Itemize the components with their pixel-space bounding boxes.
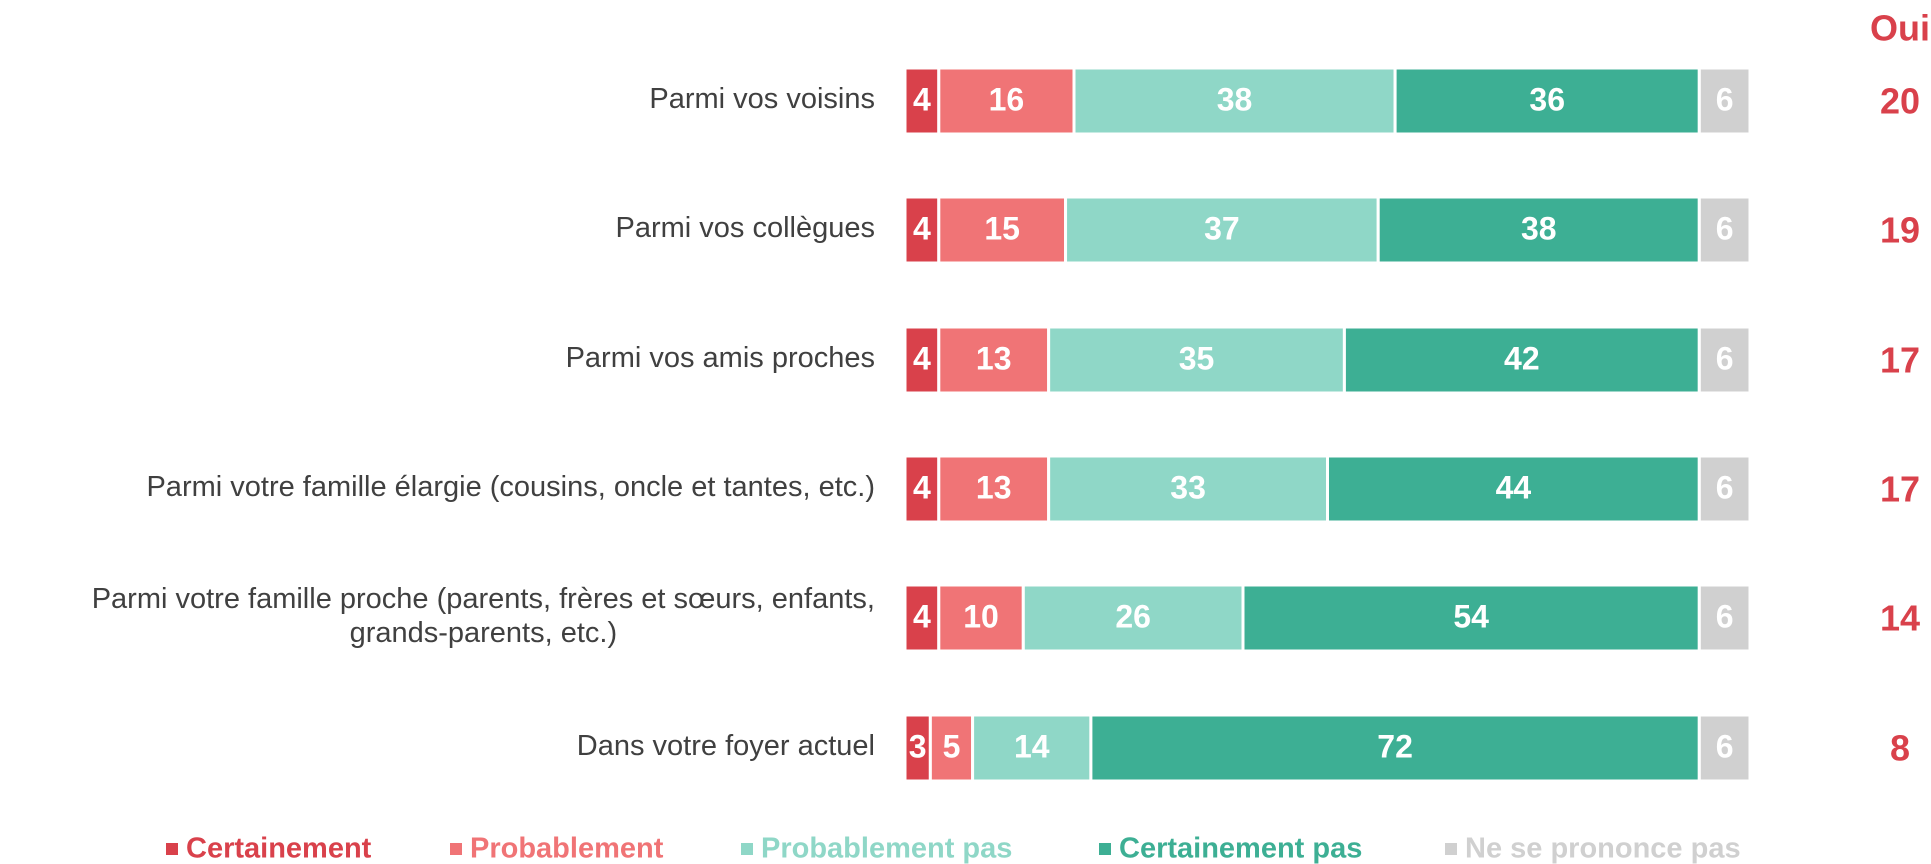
data-label: 6 (1716, 210, 1734, 246)
data-label: 14 (1014, 728, 1050, 764)
data-label: 10 (963, 598, 999, 634)
legend-swatch (450, 843, 462, 855)
legend-swatch (741, 843, 753, 855)
oui-value: 17 (1880, 469, 1920, 510)
data-label: 6 (1716, 728, 1734, 764)
data-label: 6 (1716, 81, 1734, 117)
bar-segment (1326, 454, 1701, 524)
oui-title: Oui (1870, 8, 1930, 49)
bar-segment (1697, 66, 1752, 136)
bar-segment (1697, 325, 1752, 395)
bar-segment (903, 66, 941, 136)
bar-segment (1047, 454, 1330, 524)
bar-segment (971, 713, 1093, 783)
category-text: Parmi vos collègues (615, 212, 876, 244)
data-label: 4 (913, 210, 931, 246)
legend-label: Probablement (470, 833, 664, 864)
category-text: Parmi votre famille proche (parents, frè… (91, 583, 875, 649)
bar-segment (937, 66, 1076, 136)
data-label: 38 (1217, 81, 1253, 117)
legend-swatch (166, 843, 178, 855)
bar-segment (1089, 713, 1701, 783)
data-label: 6 (1716, 598, 1734, 634)
data-label: 44 (1496, 469, 1532, 505)
category-text: Parmi vos voisins (649, 83, 875, 115)
data-label: 26 (1115, 598, 1151, 634)
bar-segment (1072, 66, 1397, 136)
oui-value: 17 (1880, 340, 1920, 381)
data-label: 37 (1204, 210, 1240, 246)
category-label: Parmi vos collègues (0, 211, 876, 245)
bar-segment (903, 713, 932, 783)
data-label: 6 (1716, 340, 1734, 376)
data-label: 13 (976, 469, 1012, 505)
category-text: Dans votre foyer actuel (576, 730, 875, 762)
oui-value: 14 (1880, 598, 1920, 639)
bar-segment (1047, 325, 1346, 395)
category-text: Parmi votre famille élargie (cousins, on… (146, 471, 875, 503)
data-label: 4 (913, 81, 931, 117)
data-label: 33 (1170, 469, 1206, 505)
bar-segment (1393, 66, 1701, 136)
data-label: 16 (989, 81, 1025, 117)
bar-segment (937, 195, 1068, 265)
bar-segment (1697, 583, 1752, 653)
oui-value: 19 (1880, 210, 1920, 251)
bar-segment (1241, 583, 1701, 653)
legend-label: Certainement (186, 833, 372, 864)
oui-value: 8 (1890, 728, 1910, 769)
bar-segment (903, 454, 941, 524)
bar-segment (903, 325, 941, 395)
data-label: 5 (943, 728, 961, 764)
bar-segment (937, 454, 1051, 524)
data-label: 72 (1377, 728, 1413, 764)
data-label: 6 (1716, 469, 1734, 505)
bar-segment (903, 195, 941, 265)
data-label: 3 (909, 728, 927, 764)
category-label: Parmi votre famille proche (parents, frè… (0, 582, 875, 650)
bar-segment (1697, 195, 1752, 265)
category-label: Parmi vos amis proches (0, 341, 875, 375)
data-label: 4 (913, 469, 931, 505)
data-label: 36 (1529, 81, 1565, 117)
bar-segment (1697, 454, 1752, 524)
legend-swatch (1099, 843, 1111, 855)
category-label: Dans votre foyer actuel (0, 729, 875, 763)
bar-segment (1021, 583, 1245, 653)
oui-value: 20 (1880, 81, 1920, 122)
legend-swatch (1445, 843, 1457, 855)
data-label: 4 (913, 598, 931, 634)
legend-label: Ne se prononce pas (1465, 833, 1741, 864)
data-label: 42 (1504, 340, 1540, 376)
data-label: 35 (1179, 340, 1215, 376)
category-label: Parmi vos voisins (0, 82, 875, 116)
data-label: 13 (976, 340, 1012, 376)
bar-segment (1064, 195, 1380, 265)
category-text: Parmi vos amis proches (565, 342, 875, 374)
category-label: Parmi votre famille élargie (cousins, on… (0, 470, 875, 504)
bar-segment (1697, 713, 1752, 783)
legend-label: Certainement pas (1119, 833, 1362, 864)
legend-label: Probablement pas (761, 833, 1012, 864)
data-label: 38 (1521, 210, 1557, 246)
data-label: 54 (1453, 598, 1489, 634)
data-label: 4 (913, 340, 931, 376)
bar-segment (928, 713, 975, 783)
data-label: 15 (984, 210, 1020, 246)
